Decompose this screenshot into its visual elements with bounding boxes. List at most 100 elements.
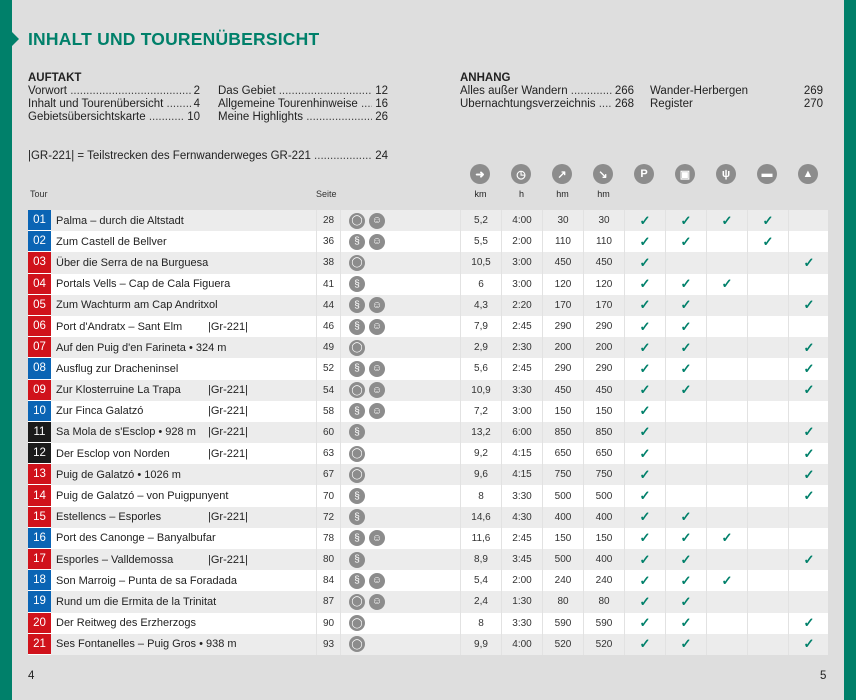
toc-entry-label: Übernachtungsverzeichnis [460,98,612,111]
tour-name[interactable]: Son Marroig – Punta de sa Foradada [56,574,238,587]
table-row[interactable]: 13 Puig de Galatzó • 1026 m 67 ◯ 9,6 4:15 750 7… [28,464,828,486]
tour-descent: 590 [583,612,624,634]
toc-entry[interactable]: Vorwort2 [28,85,200,98]
checkmark-icon: ✓ [803,297,815,313]
tour-descent: 120 [583,273,624,295]
toc-entry[interactable]: Das Gebiet12 [218,85,388,98]
tour-number: 18 [28,570,51,592]
toc-entry-label: Gebietsübersichtskarte [28,111,184,124]
gr221-tag: |Gr-221| [208,405,248,418]
tour-type-icons: § [340,273,395,295]
tour-km: 10,5 [460,252,501,274]
table-row[interactable]: 21 Ses Fontanelles – Puig Gros • 938 m 93 ◯… [28,633,828,655]
table-row[interactable]: 03 Über die Serra de na Burguesa 38 ◯ 10,5 3:… [28,252,828,274]
table-row[interactable]: 15 Estellencs – Esporles |Gr-221| 72 § 14,6 4:… [28,506,828,528]
toc-entry[interactable]: Gebietsübersichtskarte10 [28,111,200,124]
table-row[interactable]: 09 Zur Klosterruine La Trapa |Gr-221| 54 ◯ ☺ 1… [28,379,828,401]
toc-entry[interactable]: Inhalt und Tourenübersicht4 [28,98,200,111]
tour-number: 20 [28,612,51,634]
gr221-tag: |Gr-221| [208,320,248,333]
check-restaurant-cell [706,549,747,571]
bed-icon: ▬ [757,164,777,184]
table-row[interactable]: 06 Port d'Andratx – Sant Elm |Gr-221| 46 § ☺ 7… [28,315,828,338]
checkmark-icon: ✓ [803,636,815,652]
tour-hours: 4:30 [501,506,542,528]
check-lodging-cell [747,612,788,634]
tour-page: 44 [316,294,340,316]
tour-descent: 200 [583,337,624,359]
tour-name[interactable]: Über die Serra de na Burguesa [56,256,209,269]
gr221-note[interactable]: |GR-221| = Teilstrecken des Fernwanderwe… [28,150,388,162]
tour-table: 01 Palma – durch die Altstadt 28 ◯ ☺ 5,2 4:00 3… [28,210,828,655]
tour-name[interactable]: Auf den Puig d'en Farineta • 324 m [56,341,227,354]
check-parking-cell: ✓ [624,315,665,338]
tour-name[interactable]: Ses Fontanelles – Puig Gros • 938 m [56,638,237,651]
toc-entry[interactable]: Allgemeine Tourenhinweise16 [218,98,388,111]
table-row[interactable]: 18 Son Marroig – Punta de sa Foradada 84 § ☺… [28,570,828,592]
tour-hours: 3:30 [501,485,542,507]
linear-route-icon: § [349,488,365,505]
check-parking-cell: ✓ [624,527,665,549]
check-restaurant-cell [706,358,747,380]
tour-name[interactable]: Zum Wachturm am Cap Andritxol [56,299,218,312]
tour-name[interactable]: Port d'Andratx – Sant Elm [56,320,183,333]
tour-name[interactable]: Estellencs – Esporles [56,511,162,524]
tour-number: 01 [28,210,51,232]
toc-entry[interactable]: Alles außer Wandern266 [460,85,634,98]
table-row[interactable]: 12 Der Esclop von Norden |Gr-221| 63 ◯ 9,2 4:1… [28,443,828,465]
tour-name[interactable]: Puig de Galatzó • 1026 m [56,468,181,481]
table-row[interactable]: 17 Esporles – Valldemossa |Gr-221| 80 § 8,9 3:… [28,549,828,571]
tour-name[interactable]: Ausflug zur Dracheninsel [56,362,179,375]
loop-icon: ◯ [349,466,365,483]
tour-number: 09 [28,379,51,401]
tour-type-icons: § ☺ [340,315,395,338]
gr221-note-page: 24 [375,150,388,162]
check-parking-cell: ✓ [624,633,665,655]
table-row[interactable]: 08 Ausflug zur Dracheninsel 52 § ☺ 5,6 2:45 290… [28,358,828,380]
tour-descent: 170 [583,294,624,316]
table-row[interactable]: 05 Zum Wachturm am Cap Andritxol 44 § ☺ 4,3 2:… [28,294,828,316]
tour-number: 06 [28,315,51,338]
table-row[interactable]: 01 Palma – durch die Altstadt 28 ◯ ☺ 5,2 4:00 3… [28,210,828,232]
toc-entry-page: 270 [803,98,823,110]
table-row[interactable]: 14 Puig de Galatzó – von Puigpunyent 70 § 8 3… [28,485,828,507]
tour-name[interactable]: Portals Vells – Cap de Cala Figuera [56,278,231,291]
table-row[interactable]: 04 Portals Vells – Cap de Cala Figuera 41 §… [28,273,828,295]
tour-name[interactable]: Zur Klosterruine La Trapa [56,384,181,397]
linear-route-icon: § [349,572,365,589]
tour-name[interactable]: Palma – durch die Altstadt [56,214,184,227]
check-lodging-cell [747,570,788,592]
tour-name[interactable]: Esporles – Valldemossa [56,553,174,566]
checkmark-icon: ✓ [639,488,651,504]
header-descent: hm [597,189,610,199]
table-row[interactable]: 20 Der Reitweg des Erzherzogs 90 ◯ 8 3:30 590 5… [28,612,828,634]
table-row[interactable]: 19 Rund um die Ermita de la Trinitat 87 ◯ ☺ 2… [28,591,828,613]
toc-entry[interactable]: Übernachtungsverzeichnis268 [460,98,634,111]
tour-page: 60 [316,421,340,444]
tour-name[interactable]: Der Esclop von Norden [56,447,170,460]
tour-name[interactable]: Zur Finca Galatzó [56,405,144,418]
tour-page: 70 [316,485,340,507]
toc-entry[interactable]: Register 270 [650,98,823,111]
check-summit-cell: ✓ [788,337,829,359]
tour-name[interactable]: Der Reitweg des Erzherzogs [56,617,197,630]
table-row[interactable]: 10 Zur Finca Galatzó |Gr-221| 58 § ☺ 7,2 3:00 15… [28,400,828,422]
tour-number: 14 [28,485,51,507]
tour-name[interactable]: Port des Canonge – Banyalbufar [56,532,216,545]
bus-icon: ▣ [675,164,695,184]
tour-name[interactable]: Zum Castell de Bellver [56,235,167,248]
tour-name[interactable]: Sa Mola de s'Esclop • 928 m [56,426,196,439]
tour-page: 84 [316,570,340,592]
tour-name[interactable]: Puig de Galatzó – von Puigpunyent [56,490,229,503]
toc-entry[interactable]: Wander-Herbergen 269 [650,85,823,98]
table-row[interactable]: 07 Auf den Puig d'en Farineta • 324 m 49 ◯ 2… [28,337,829,359]
tour-page: 67 [316,464,340,486]
tour-number: 11 [28,421,51,444]
tour-name[interactable]: Rund um die Ermita de la Trinitat [56,595,217,608]
table-row[interactable]: 16 Port des Canonge – Banyalbufar 78 § ☺ 11,6… [28,527,828,549]
table-row[interactable]: 11 Sa Mola de s'Esclop • 928 m |Gr-221| 60 §… [28,421,828,444]
check-bus-cell: ✓ [665,231,706,253]
table-row[interactable]: 02 Zum Castell de Bellver 36 § ☺ 5,5 2:00 110 11… [28,231,828,253]
tour-page: 72 [316,506,340,528]
toc-entry[interactable]: Meine Highlights26 [218,111,388,124]
